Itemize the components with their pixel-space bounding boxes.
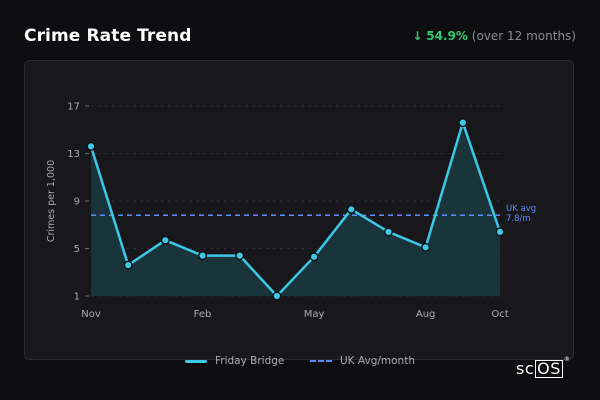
data-point-dec[interactable]: [123, 260, 133, 270]
data-point-jul[interactable]: [383, 227, 393, 237]
down-arrow-icon: ↓: [412, 29, 423, 43]
data-point-feb[interactable]: [198, 251, 208, 261]
data-point-jan[interactable]: [160, 235, 170, 245]
y-tick-label-1: 5: [74, 244, 80, 255]
data-point-aug[interactable]: [421, 242, 431, 252]
data-point-may[interactable]: [309, 252, 319, 262]
y-tick-label-2: 9: [74, 197, 80, 208]
x-tick-label-3: Aug: [416, 309, 436, 320]
registered-mark: ®: [563, 356, 570, 363]
y-tick-label-3: 13: [67, 149, 80, 160]
x-axis-ticks: Nov Feb May Aug Oct: [81, 309, 508, 320]
avg-label-line1: UK avg: [506, 204, 536, 214]
y-tick-label-4: 17: [67, 102, 80, 113]
data-point-mar[interactable]: [235, 251, 245, 261]
series-line-layer: [89, 121, 502, 298]
avg-label-line2: 7.8/m: [506, 214, 531, 224]
area-fill-layer: [91, 122, 500, 296]
change-value: 54.9%: [426, 29, 468, 43]
logo-text-sc: sc: [516, 359, 535, 378]
legend-label-avg: UK Avg/month: [340, 355, 415, 367]
y-tick-label-0: 1: [74, 292, 80, 303]
brand-logo: sc OS ®: [516, 356, 570, 378]
y-axis-title: Crimes per 1,000: [46, 160, 57, 242]
change-indicator: ↓ 54.9% (over 12 months): [412, 29, 576, 43]
legend-swatch-avg: [310, 360, 332, 362]
series-line-friday-bridge: [89, 121, 502, 298]
legend-item-series[interactable]: Friday Bridge: [185, 355, 284, 367]
data-point-jun[interactable]: [346, 204, 356, 214]
logo-text-os: OS: [535, 359, 563, 378]
data-point-nov[interactable]: [86, 141, 96, 151]
y-axis-ticks: 1 5 9 13 17: [67, 102, 89, 303]
legend-swatch-series: [185, 359, 207, 363]
x-tick-label-1: Feb: [194, 309, 212, 320]
x-tick-label-2: May: [304, 309, 325, 320]
data-point-oct[interactable]: [495, 227, 505, 237]
data-point-sep[interactable]: [458, 118, 468, 128]
change-period: (over 12 months): [471, 29, 576, 43]
legend-label-series: Friday Bridge: [215, 355, 285, 367]
data-point-apr[interactable]: [272, 291, 282, 301]
x-tick-label-0: Nov: [81, 309, 101, 320]
legend-item-avg[interactable]: UK Avg/month: [310, 355, 415, 367]
series-area-fill: [91, 122, 500, 296]
data-points: [86, 118, 505, 301]
legend: Friday Bridge UK Avg/month: [0, 355, 600, 369]
page-title: Crime Rate Trend: [24, 26, 192, 46]
x-tick-label-4: Oct: [491, 309, 508, 320]
